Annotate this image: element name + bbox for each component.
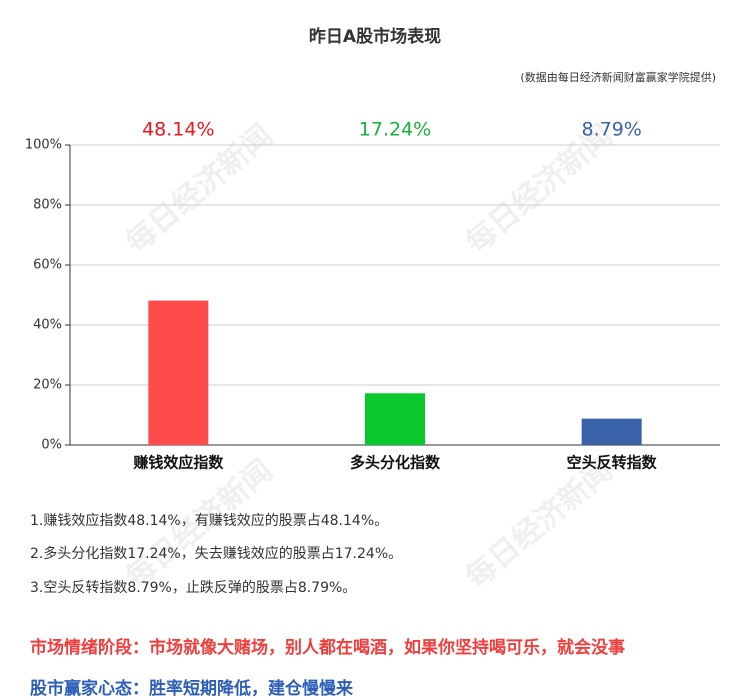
chart-subtitle: (数据由每日经济新闻财富赢家学院提供) <box>520 70 716 84</box>
y-tick-label: 0% <box>41 438 62 453</box>
y-tick-label: 60% <box>33 258 62 273</box>
y-tick-label: 80% <box>33 198 62 213</box>
value-label: 17.24% <box>359 119 431 141</box>
chart-title: 昨日A股市场表现 <box>309 26 441 47</box>
note: 1.赚钱效应指数48.14%，有赚钱效应的股票占48.14%。 <box>30 512 388 529</box>
mindset: 股市赢家心态：胜率短期降低，建仓慢慢来 <box>30 678 354 699</box>
note: 2.多头分化指数17.24%，失去赚钱效应的股票占17.24%。 <box>30 545 402 562</box>
bar <box>365 393 425 445</box>
y-tick-label: 40% <box>33 318 62 333</box>
y-tick-label: 100% <box>25 138 62 153</box>
x-tick-label: 多头分化指数 <box>350 454 441 472</box>
y-tick-label: 20% <box>33 378 62 393</box>
note: 3.空头反转指数8.79%，止跌反弹的股票占8.79%。 <box>30 580 356 596</box>
value-label: 8.79% <box>581 119 641 141</box>
sentiment: 市场情绪阶段：市场就像大赌场，别人都在喝酒，如果你坚持喝可乐，就会没事 <box>30 637 625 658</box>
value-label: 48.14% <box>142 119 214 141</box>
bar <box>148 300 209 445</box>
bar <box>581 418 642 445</box>
x-tick-label: 赚钱效应指数 <box>132 454 224 472</box>
watermark: 每日经济新闻 <box>459 453 619 596</box>
x-tick-label: 空头反转指数 <box>567 454 658 472</box>
